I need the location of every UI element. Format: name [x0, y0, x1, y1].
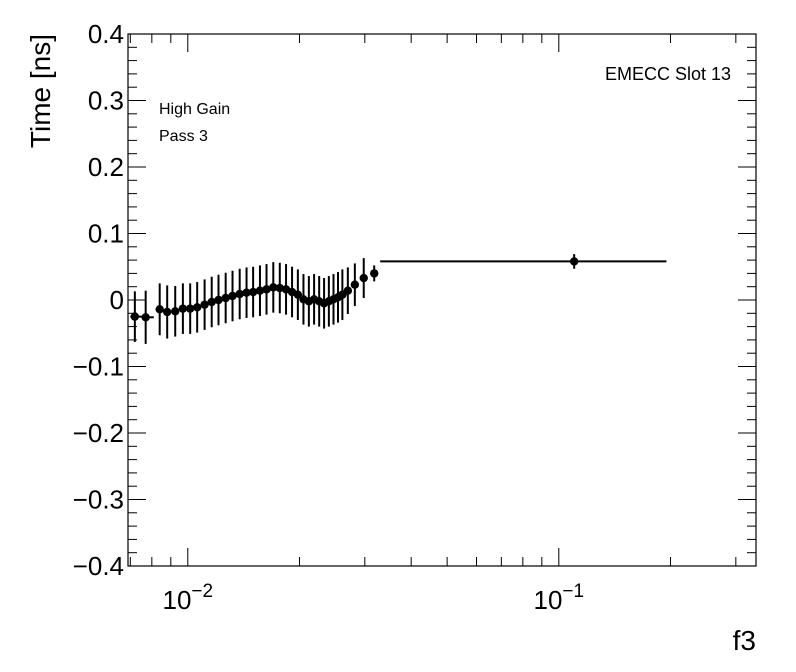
data-point: [235, 289, 244, 299]
data-point: [130, 312, 140, 321]
data-point: [569, 257, 579, 266]
data-point: [262, 285, 271, 294]
data-point: [343, 286, 353, 295]
y-tick-label: 0.3: [88, 86, 124, 116]
x-tick-labels: 10−2 10−1: [162, 581, 584, 615]
data-point: [171, 307, 180, 316]
y-tick-label: −0.1: [73, 352, 124, 382]
y-axis-title: Time [ns]: [25, 34, 56, 148]
y-tick-label: 0: [110, 285, 124, 315]
data-point: [370, 269, 379, 278]
data-point: [155, 305, 164, 314]
data-point: [255, 286, 265, 295]
data-point: [192, 303, 202, 312]
data-point: [178, 304, 188, 313]
y-tick-labels: 0.4 0.3 0.2 0.1 0 −0.1 −0.2 −0.3 −0.4: [73, 19, 124, 581]
y-tick-label: −0.2: [73, 418, 124, 448]
data-point: [141, 313, 150, 322]
data-point: [269, 283, 278, 292]
x-tick-label: 10−2: [162, 581, 213, 615]
data-point: [214, 295, 223, 305]
data-point: [228, 291, 237, 301]
data-point: [200, 300, 209, 309]
data-point: [359, 273, 368, 283]
annotation-gain: High Gain: [159, 101, 230, 118]
annotation-pass: Pass 3: [159, 128, 208, 145]
y-tick-label: −0.4: [73, 551, 124, 581]
x-axis-title: f3: [733, 625, 756, 656]
data-point: [162, 307, 172, 317]
y-tick-label: 0.4: [88, 19, 124, 49]
annotation-slot: EMECC Slot 13: [605, 64, 731, 84]
axis-ticks: [128, 33, 756, 567]
data-point: [207, 297, 216, 307]
data-point: [275, 283, 284, 293]
y-tick-label: −0.3: [73, 485, 124, 515]
data-point: [242, 288, 251, 297]
data-point: [293, 290, 303, 299]
data-markers: [130, 257, 579, 322]
data-point: [350, 280, 360, 289]
data-point: [185, 304, 195, 313]
x-tick-label: 10−1: [534, 581, 585, 615]
y-tick-label: 0.1: [88, 219, 124, 249]
data-point: [221, 293, 230, 303]
data-point: [248, 287, 258, 297]
y-tick-label: 0.2: [88, 152, 124, 182]
